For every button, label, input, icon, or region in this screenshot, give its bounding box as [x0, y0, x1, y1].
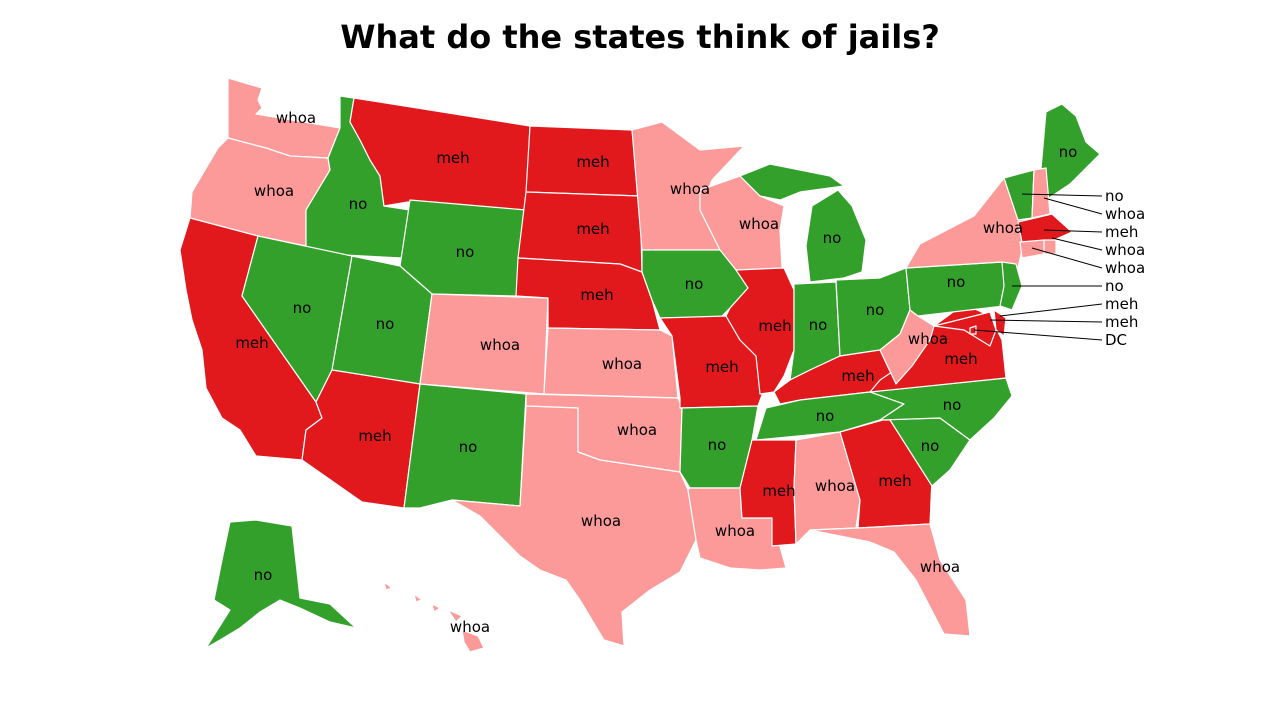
- state-label-ok: whoa: [617, 421, 657, 439]
- leader-ma: [1043, 229, 1103, 233]
- state-ks: [543, 327, 679, 399]
- state-md: [933, 311, 997, 347]
- state-fl: [809, 523, 971, 637]
- state-label-fl: whoa: [920, 558, 960, 576]
- state-label-mn: whoa: [670, 180, 710, 198]
- state-mi: [739, 163, 867, 283]
- state-tx: [451, 405, 697, 647]
- state-label-ia: no: [685, 275, 704, 293]
- leader-ct: [1031, 247, 1103, 269]
- state-label-tx: whoa: [581, 512, 621, 530]
- state-label-nc: no: [943, 396, 962, 414]
- state-label-mo: meh: [705, 358, 738, 376]
- leader-md: [989, 319, 1103, 323]
- state-hi: [383, 581, 485, 653]
- state-label-ks: whoa: [602, 355, 642, 373]
- callout-label-md: meh: [1105, 313, 1138, 331]
- state-label-al: whoa: [815, 477, 855, 495]
- state-label-ga: meh: [878, 472, 911, 490]
- callout-leaders: [973, 193, 1103, 341]
- callout-label-dc: DC: [1105, 331, 1127, 349]
- state-label-or: whoa: [254, 182, 294, 200]
- state-label-mt: meh: [436, 149, 469, 167]
- callout-label-nh: whoa: [1105, 205, 1145, 223]
- state-label-co: whoa: [480, 336, 520, 354]
- state-label-mi: no: [823, 229, 842, 247]
- state-label-ak: no: [254, 566, 273, 584]
- state-nc: [869, 377, 1013, 441]
- state-label-id: no: [349, 195, 368, 213]
- callout-label-ct: whoa: [1105, 259, 1145, 277]
- state-label-tn: no: [816, 407, 835, 425]
- state-label-az: meh: [358, 427, 391, 445]
- callout-label-ri: whoa: [1105, 241, 1145, 259]
- leader-ri: [1051, 237, 1103, 251]
- state-nj: [999, 261, 1023, 311]
- state-label-ny: whoa: [983, 219, 1023, 237]
- leader-nh: [1043, 197, 1103, 215]
- state-label-nm: no: [459, 438, 478, 456]
- state-label-hi: whoa: [450, 618, 490, 636]
- callout-label-vt: no: [1105, 187, 1124, 205]
- leader-vt: [1021, 193, 1103, 197]
- state-label-wv: whoa: [908, 330, 948, 348]
- state-label-ca: meh: [235, 334, 268, 352]
- state-label-ky: meh: [841, 367, 874, 385]
- state-label-wa: whoa: [276, 109, 316, 127]
- state-label-in: no: [809, 316, 828, 334]
- state-labels: whoawhoamehnonomehnonomehwhoanomehmehmeh…: [235, 109, 1145, 636]
- state-label-nd: meh: [576, 153, 609, 171]
- state-dc: [969, 325, 977, 335]
- state-ma: [1017, 213, 1073, 243]
- leader-dc: [973, 329, 1103, 341]
- state-label-wi: whoa: [739, 215, 779, 233]
- state-ct: [1019, 239, 1045, 259]
- state-label-sc: no: [921, 437, 940, 455]
- state-shapes: [179, 77, 1101, 653]
- state-ak: [205, 519, 357, 649]
- state-label-me: no: [1059, 143, 1078, 161]
- state-label-il: meh: [758, 317, 791, 335]
- state-label-ms: meh: [762, 482, 795, 500]
- state-label-la: whoa: [715, 522, 755, 540]
- callout-label-nj: no: [1105, 277, 1124, 295]
- page-title: What do the states think of jails?: [340, 18, 940, 56]
- state-label-pa: no: [947, 273, 966, 291]
- state-label-ne: meh: [580, 286, 613, 304]
- state-label-ar: no: [708, 436, 727, 454]
- state-label-va: meh: [944, 350, 977, 368]
- leader-de: [999, 303, 1103, 317]
- state-label-oh: no: [866, 301, 885, 319]
- callout-label-de: meh: [1105, 295, 1138, 313]
- state-label-sd: meh: [576, 220, 609, 238]
- callout-label-ma: meh: [1105, 223, 1138, 241]
- state-label-ut: no: [376, 315, 395, 333]
- state-label-wy: no: [456, 243, 475, 261]
- state-label-nv: no: [293, 299, 312, 317]
